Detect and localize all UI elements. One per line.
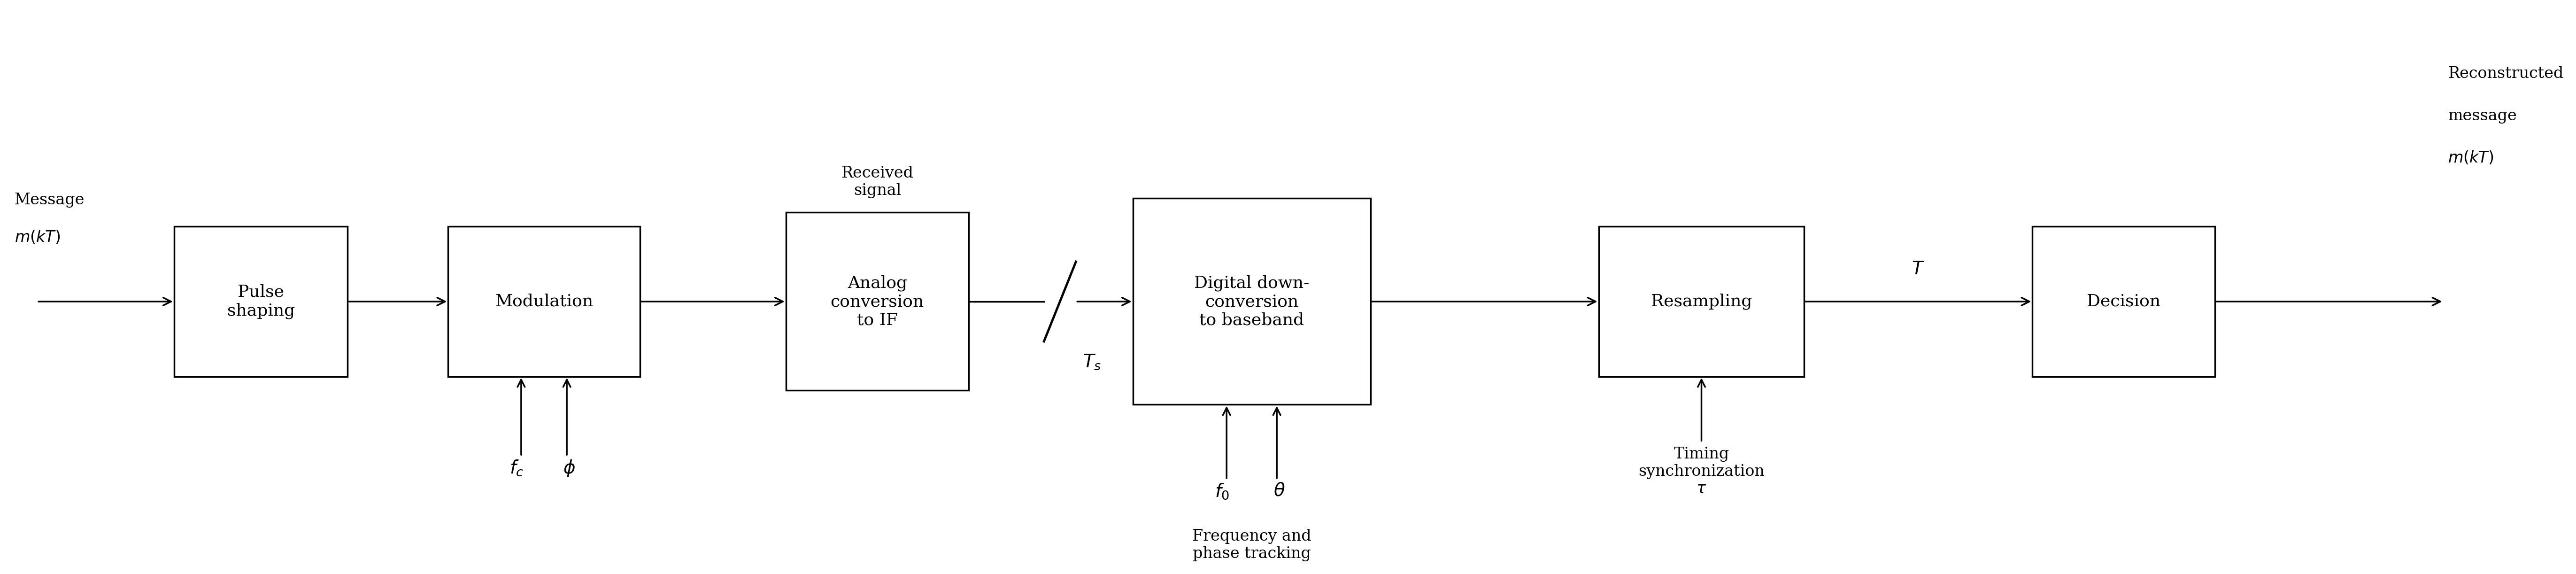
Text: Digital down-
conversion
to baseband: Digital down- conversion to baseband	[1195, 275, 1309, 328]
Bar	[175, 227, 348, 377]
Text: Decision: Decision	[2087, 293, 2161, 309]
Text: $\theta$: $\theta$	[1273, 482, 1285, 499]
Text: $f_0$: $f_0$	[1216, 482, 1229, 501]
Text: $\phi$: $\phi$	[564, 459, 574, 478]
Text: Frequency and
phase tracking: Frequency and phase tracking	[1193, 529, 1311, 561]
Text: $T_s$: $T_s$	[1082, 353, 1103, 371]
Text: Reconstructed: Reconstructed	[2447, 66, 2563, 82]
Bar	[786, 212, 969, 390]
Text: Analog
conversion
to IF: Analog conversion to IF	[829, 275, 925, 328]
Text: $m(kT)$: $m(kT)$	[15, 230, 59, 245]
Bar	[1600, 227, 1803, 377]
Bar	[1133, 199, 1370, 405]
Text: Resampling: Resampling	[1651, 293, 1752, 309]
Text: Received
signal: Received signal	[842, 166, 914, 199]
Bar	[448, 227, 639, 377]
Text: Modulation: Modulation	[495, 293, 592, 309]
Text: Timing
synchronization
$\tau$: Timing synchronization $\tau$	[1638, 447, 1765, 497]
Text: $f_c$: $f_c$	[510, 459, 523, 477]
Bar	[2032, 227, 2215, 377]
Text: $T$: $T$	[1911, 261, 1924, 278]
Text: Pulse
shaping: Pulse shaping	[227, 284, 294, 319]
Text: $m(kT)$: $m(kT)$	[2447, 150, 2494, 166]
Text: message: message	[2447, 108, 2517, 123]
Text: Message: Message	[15, 193, 85, 208]
